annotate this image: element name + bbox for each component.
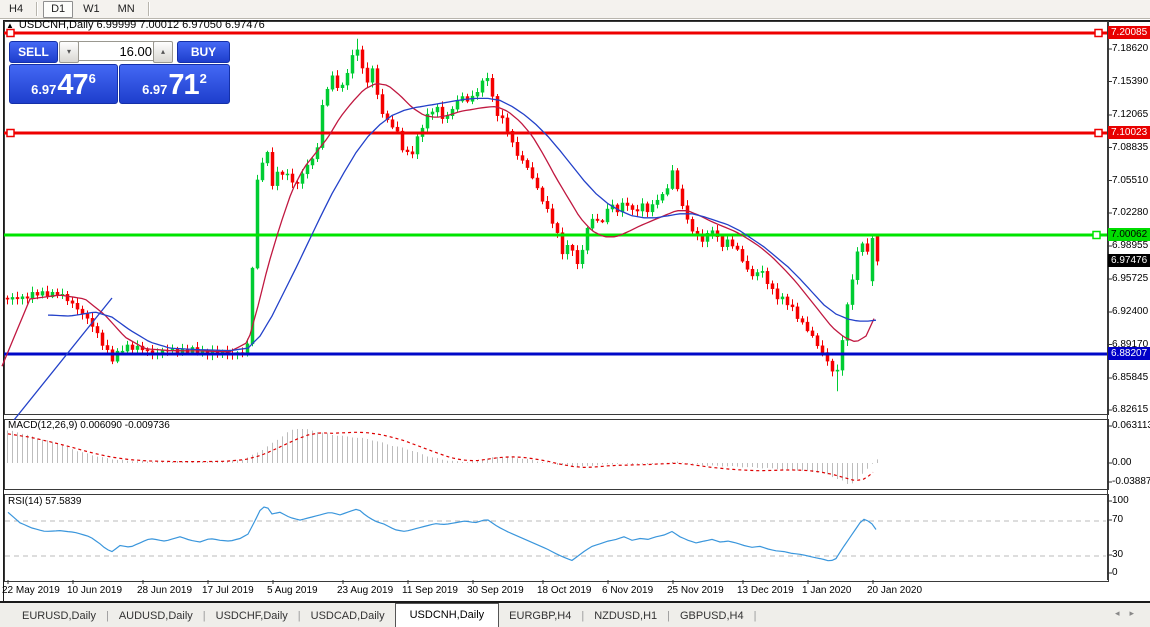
chart-tab-usdcad-daily[interactable]: USDCAD,Daily xyxy=(310,610,385,622)
tab-separator: | xyxy=(667,610,670,622)
sell-price-panel[interactable]: 6.97 47 6 xyxy=(9,64,118,104)
macd-tick-label: -0.038872 xyxy=(1112,476,1150,487)
price-badge-resistance-2: 7.10023 xyxy=(1108,126,1150,139)
price-tick-label: 6.98955 xyxy=(1112,240,1149,251)
timeframe-button-h4[interactable]: H4 xyxy=(9,2,24,15)
macd-tick-label: 0.063113 xyxy=(1112,420,1150,431)
date-label: 18 Oct 2019 xyxy=(537,585,592,596)
date-label: 6 Nov 2019 xyxy=(602,585,654,596)
buy-price-pip-digit: 2 xyxy=(199,71,207,86)
date-label: 1 Jan 2020 xyxy=(802,585,852,596)
chart-tab-eurusd-daily[interactable]: EURUSD,Daily xyxy=(22,610,96,622)
date-label: 20 Jan 2020 xyxy=(867,585,923,596)
price-badge-resistance-1: 7.20085 xyxy=(1108,26,1150,39)
chart-tab-eurgbp-h4[interactable]: EURGBP,H4 xyxy=(509,610,572,622)
date-label: 5 Aug 2019 xyxy=(267,585,318,596)
price-tick-label: 7.05510 xyxy=(1112,174,1149,186)
chart-tab-nzdusd-h1[interactable]: NZDUSD,H1 xyxy=(594,610,658,622)
price-tick-label: 6.89170 xyxy=(1112,338,1149,350)
price-tick-label: 6.95725 xyxy=(1112,273,1149,284)
rsi-tick-label: 70 xyxy=(1112,514,1124,525)
toolbar-separator xyxy=(36,2,39,16)
price-tick-label: 6.92400 xyxy=(1112,306,1149,317)
tab-separator: | xyxy=(105,610,109,622)
buy-price-big-digits: 71 xyxy=(168,69,199,101)
date-label: 22 May 2019 xyxy=(2,585,60,596)
date-label: 28 Jun 2019 xyxy=(137,585,193,596)
chart-tab-audusd-daily[interactable]: AUDUSD,Daily xyxy=(118,610,193,622)
volume-decrease-button[interactable]: ▾ xyxy=(59,41,79,63)
chart-header: ▲ USDCNH,Daily 6.99999 7.00012 6.97050 6… xyxy=(6,19,265,31)
sell-price-prefix: 6.97 xyxy=(31,82,57,97)
chart-title-ohlc: USDCNH,Daily 6.99999 7.00012 6.97050 6.9… xyxy=(18,19,265,31)
rsi-label: RSI(14) 57.5839 xyxy=(8,496,82,507)
price-axis-divider[interactable] xyxy=(1107,21,1108,580)
date-label: 17 Jul 2019 xyxy=(202,585,254,596)
buy-button[interactable]: BUY xyxy=(177,41,230,63)
rsi-panel[interactable] xyxy=(4,494,1109,582)
rsi-tick-label: 0 xyxy=(1112,567,1118,578)
tab-separator: | xyxy=(581,610,585,622)
price-tick-label: 7.02280 xyxy=(1112,207,1149,218)
macd-tick-label: 0.00 xyxy=(1112,457,1132,468)
tab-scroll-left-icon[interactable]: ◂ xyxy=(1114,608,1130,618)
timeframe-button-w1[interactable]: W1 xyxy=(83,2,100,15)
price-tick-label: 7.18620 xyxy=(1112,43,1149,54)
date-label: 11 Sep 2019 xyxy=(402,585,458,596)
tab-scroll-right-icon[interactable]: ▸ xyxy=(1129,608,1144,618)
tab-separator: | xyxy=(297,610,301,622)
sell-price-big-digits: 47 xyxy=(57,69,88,101)
chart-tab-usdcnh-daily[interactable]: USDCNH,Daily xyxy=(394,602,500,627)
timeframe-toolbar: H4 D1 W1 MN xyxy=(0,0,1150,19)
rsi-tick-label: 30 xyxy=(1112,549,1124,560)
sell-button[interactable]: SELL xyxy=(9,41,58,63)
price-tick-label: 7.08835 xyxy=(1112,141,1149,153)
price-tick-label: 7.15390 xyxy=(1112,75,1149,87)
timeframe-button-mn[interactable]: MN xyxy=(117,2,135,15)
one-click-trading-widget: SELL ▾ ▴ BUY 6.97 47 6 6.97 71 2 xyxy=(9,41,230,104)
price-tick-label: 6.82615 xyxy=(1112,404,1149,415)
date-label: 13 Dec 2019 xyxy=(737,585,794,596)
chart-shift-marker-icon: ▲ xyxy=(6,20,14,30)
volume-input[interactable] xyxy=(78,41,167,61)
price-badge-support-1: 6.88207 xyxy=(1108,347,1150,360)
volume-increase-button[interactable]: ▴ xyxy=(153,41,173,63)
sell-price-pip-digit: 6 xyxy=(88,71,96,86)
date-label: 23 Aug 2019 xyxy=(337,585,394,596)
date-label: 30 Sep 2019 xyxy=(467,585,524,596)
spin-down-icon: ▾ xyxy=(66,47,71,56)
date-label: 10 Jun 2019 xyxy=(67,585,123,596)
tab-separator: | xyxy=(753,610,757,622)
chart-tab-bar: EURUSD,Daily | AUDUSD,Daily | USDCHF,Daily | U… xyxy=(0,601,1150,627)
spin-up-icon: ▴ xyxy=(160,47,165,56)
toolbar-separator xyxy=(147,2,150,16)
price-badge-current-price: 6.97476 xyxy=(1108,254,1150,267)
price-tick-label: 6.85845 xyxy=(1112,372,1149,383)
macd-label: MACD(12,26,9) 0.006090 -0.009736 xyxy=(8,420,170,431)
tab-scroll-arrows: ◂▸ xyxy=(1115,608,1144,619)
buy-price-panel[interactable]: 6.97 71 2 xyxy=(119,64,230,104)
rsi-tick-label: 100 xyxy=(1112,495,1129,506)
tab-separator: | xyxy=(202,610,206,622)
chart-tab-gbpusd-h4[interactable]: GBPUSD,H4 xyxy=(680,610,744,622)
timeframe-button-d1[interactable]: D1 xyxy=(43,0,74,18)
date-label: 25 Nov 2019 xyxy=(667,585,724,596)
price-badge-key-level-7: 7.00062 xyxy=(1108,228,1150,241)
price-tick-label: 7.12065 xyxy=(1112,109,1149,120)
buy-price-prefix: 6.97 xyxy=(142,82,168,97)
chart-tab-usdchf-daily[interactable]: USDCHF,Daily xyxy=(215,610,288,622)
